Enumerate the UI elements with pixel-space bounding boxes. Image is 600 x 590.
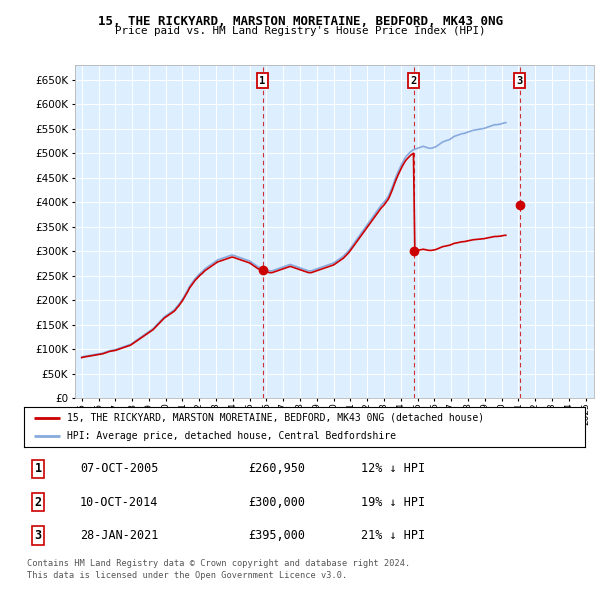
Text: 2: 2 xyxy=(34,496,41,509)
Text: This data is licensed under the Open Government Licence v3.0.: This data is licensed under the Open Gov… xyxy=(27,571,347,580)
Text: 2: 2 xyxy=(410,76,417,86)
Text: 28-JAN-2021: 28-JAN-2021 xyxy=(80,529,158,542)
Text: 15, THE RICKYARD, MARSTON MORETAINE, BEDFORD, MK43 0NG: 15, THE RICKYARD, MARSTON MORETAINE, BED… xyxy=(97,15,503,28)
Text: £260,950: £260,950 xyxy=(248,462,305,475)
Text: 19% ↓ HPI: 19% ↓ HPI xyxy=(361,496,425,509)
Text: HPI: Average price, detached house, Central Bedfordshire: HPI: Average price, detached house, Cent… xyxy=(67,431,396,441)
Text: 10-OCT-2014: 10-OCT-2014 xyxy=(80,496,158,509)
Text: 3: 3 xyxy=(517,76,523,86)
Text: 21% ↓ HPI: 21% ↓ HPI xyxy=(361,529,425,542)
Text: £300,000: £300,000 xyxy=(248,496,305,509)
Text: Price paid vs. HM Land Registry's House Price Index (HPI): Price paid vs. HM Land Registry's House … xyxy=(115,26,485,36)
Text: 07-OCT-2005: 07-OCT-2005 xyxy=(80,462,158,475)
Text: 15, THE RICKYARD, MARSTON MORETAINE, BEDFORD, MK43 0NG (detached house): 15, THE RICKYARD, MARSTON MORETAINE, BED… xyxy=(67,413,484,423)
Text: £395,000: £395,000 xyxy=(248,529,305,542)
Text: 3: 3 xyxy=(34,529,41,542)
Text: 12% ↓ HPI: 12% ↓ HPI xyxy=(361,462,425,475)
Text: Contains HM Land Registry data © Crown copyright and database right 2024.: Contains HM Land Registry data © Crown c… xyxy=(27,559,410,568)
Text: 1: 1 xyxy=(259,76,266,86)
Text: 1: 1 xyxy=(34,462,41,475)
